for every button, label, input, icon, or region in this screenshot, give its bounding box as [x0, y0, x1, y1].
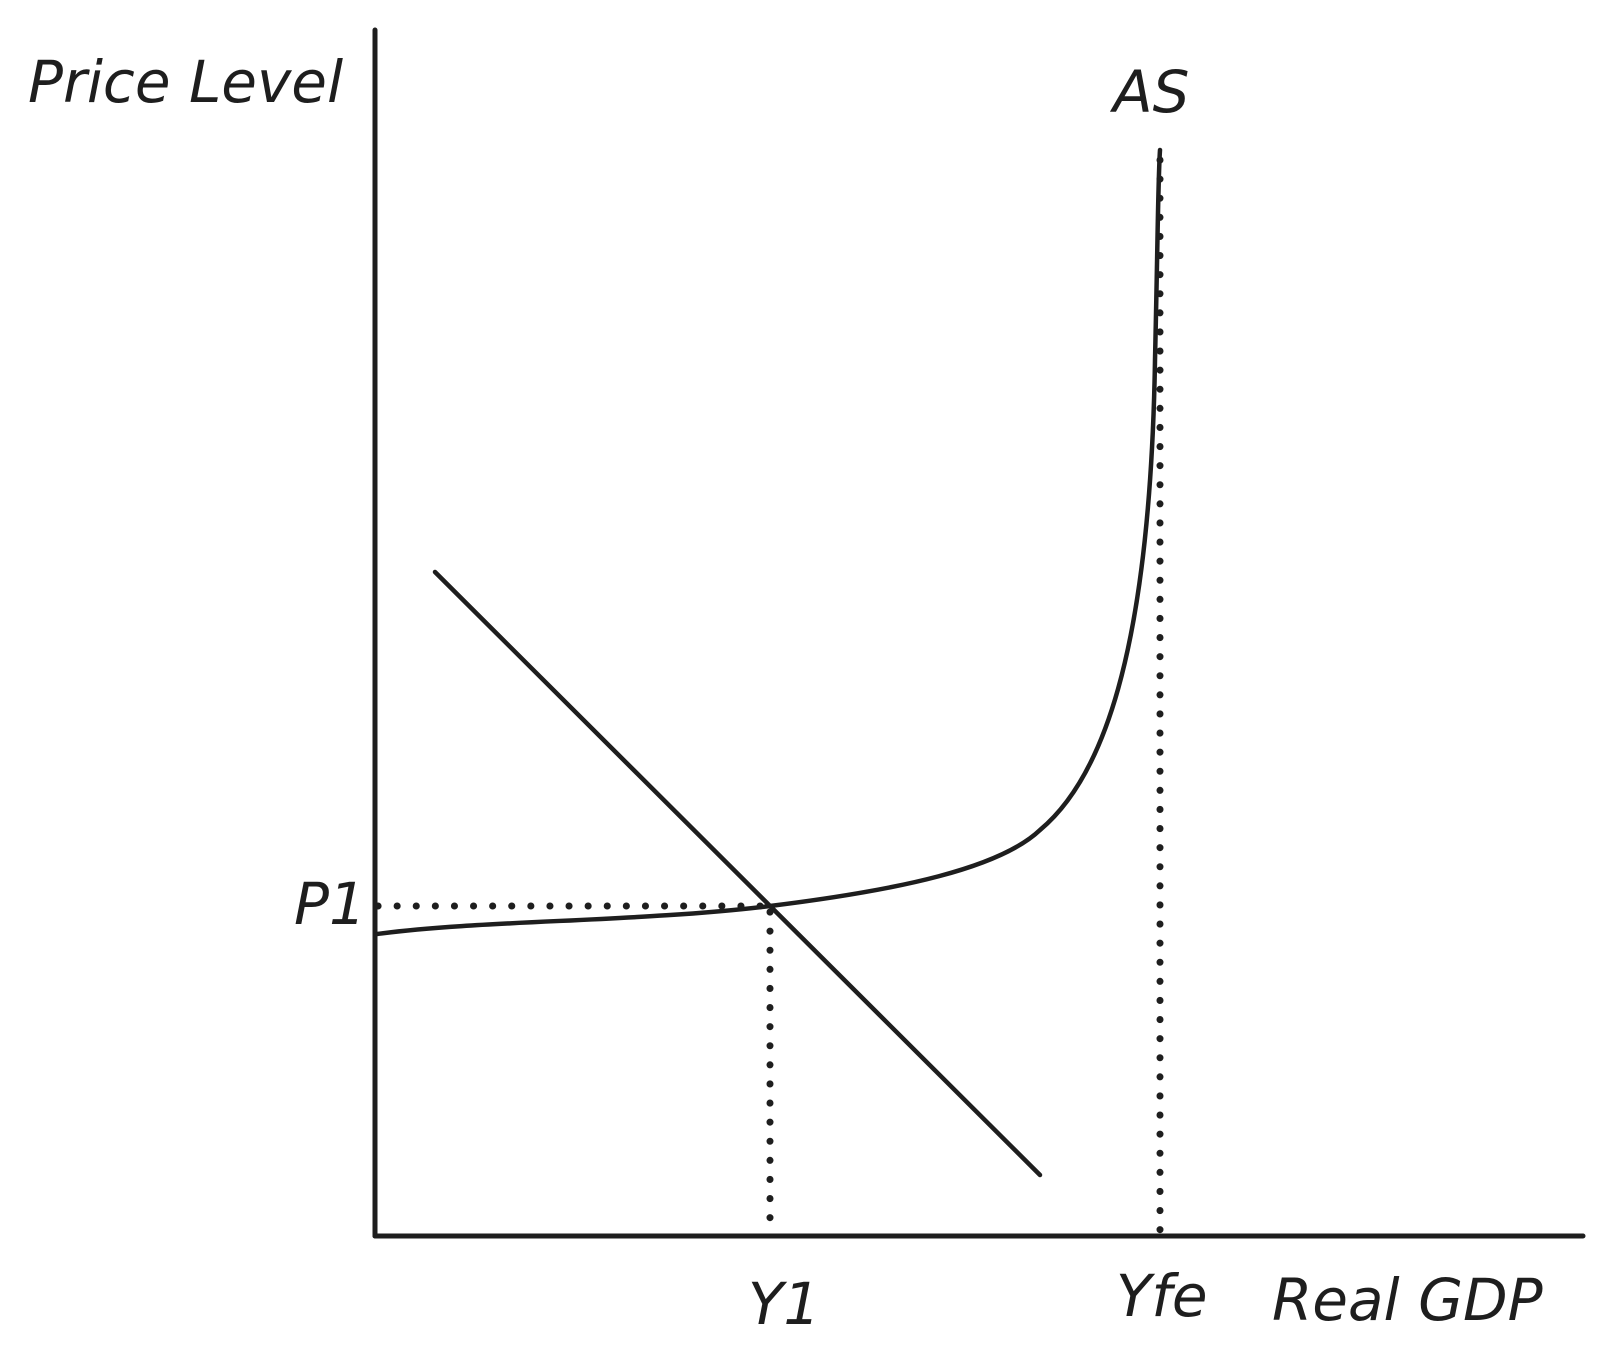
ad-line	[432, 569, 1043, 1178]
y1-label: Y1	[748, 1270, 820, 1338]
x-axis-label: Real GDP	[1272, 1266, 1543, 1334]
as-curve	[374, 147, 1163, 937]
p1-label: P1	[294, 870, 366, 938]
y-axis-label: Price Level	[28, 48, 343, 116]
yfe-label: Yfe	[1116, 1262, 1208, 1330]
as-curve-label: AS	[1109, 58, 1190, 126]
